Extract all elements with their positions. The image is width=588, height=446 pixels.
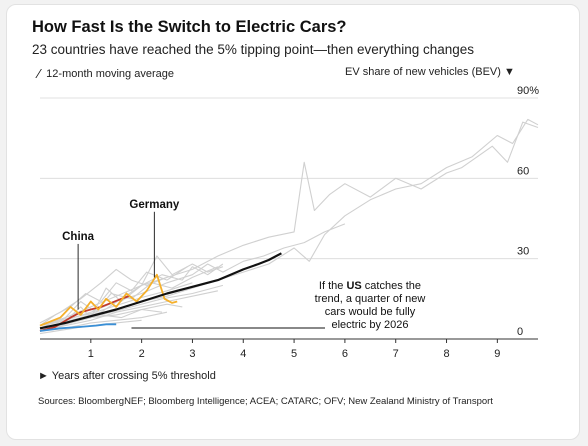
annotation-part: If the xyxy=(319,280,347,292)
x-tick-label: 2 xyxy=(139,348,145,360)
axis-ticks: 0 30 60 90% 1 2 3 4 5 6 7 8 9 xyxy=(88,85,539,360)
y-axis-label: EV share of new vehicles (BEV) ▼ xyxy=(345,66,515,78)
y-tick-label: 90% xyxy=(517,85,539,97)
series-line-germany xyxy=(39,273,178,327)
x-axis-label: ► Years after crossing 5% threshold xyxy=(38,370,216,382)
annotation-label-us: If the US catches the xyxy=(319,280,421,292)
y-tick-label: 0 xyxy=(517,326,523,338)
moving-average-label: 12-month moving average xyxy=(46,67,174,80)
country-line xyxy=(39,255,224,327)
annotation-label-china: China xyxy=(62,231,95,243)
x-tick-label: 1 xyxy=(88,348,94,360)
series-line-us xyxy=(39,323,117,332)
x-tick-label: 7 xyxy=(393,348,399,360)
annotation-label-germany: Germany xyxy=(129,199,179,211)
slash-icon: ∕ xyxy=(38,66,41,81)
annotation-line: cars would be fully xyxy=(325,306,416,318)
x-tick-label: 9 xyxy=(494,348,500,360)
annotation-part: catches the xyxy=(362,280,421,292)
chart-card xyxy=(6,4,580,440)
country-line xyxy=(39,263,224,332)
gridlines xyxy=(40,97,538,340)
chart-subtitle: 23 countries have reached the 5% tipping… xyxy=(32,42,475,57)
x-tick-label: 5 xyxy=(291,348,297,360)
x-tick-label: 4 xyxy=(240,348,246,360)
y-tick-label: 60 xyxy=(517,165,529,177)
x-tick-label: 8 xyxy=(443,348,449,360)
annotation-line: electric by 2026 xyxy=(331,319,408,331)
moving-average-legend: ∕ 12-month moving average xyxy=(38,66,174,81)
country-line xyxy=(39,268,168,324)
country-line xyxy=(39,284,224,331)
y-tick-label: 30 xyxy=(517,246,529,258)
x-tick-label: 6 xyxy=(342,348,348,360)
chart-title: How Fast Is the Switch to Electric Cars? xyxy=(32,18,347,36)
annotation-part: US xyxy=(346,280,361,292)
x-tick-label: 3 xyxy=(189,348,195,360)
sources-note: Sources: BloombergNEF; Bloomberg Intelli… xyxy=(38,396,493,407)
projection-line xyxy=(39,252,282,330)
highlighted-lines xyxy=(39,252,282,332)
country-line xyxy=(39,290,219,332)
annotations: China Germany If the US catches thetrend, … xyxy=(62,199,425,331)
annotation-line: trend, a quarter of new xyxy=(315,293,426,305)
